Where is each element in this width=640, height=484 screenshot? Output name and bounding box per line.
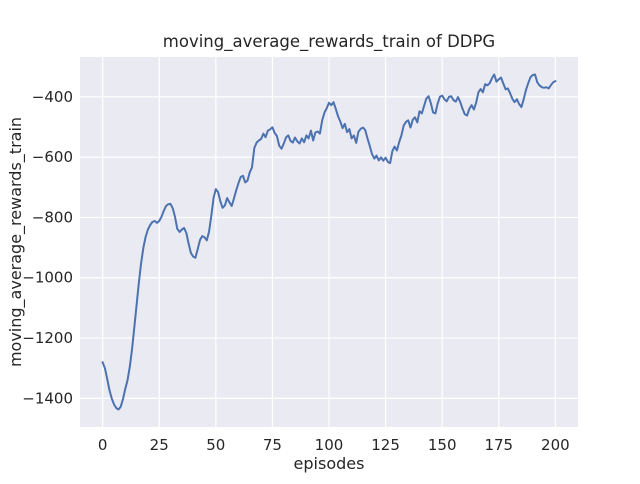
x-tick-label: 125 (371, 436, 400, 454)
x-tick-label: 200 (541, 436, 570, 454)
x-tick-label: 0 (98, 436, 108, 454)
y-tick-label: −1400 (22, 389, 73, 407)
data-series (101, 73, 557, 411)
x-axis-label: episodes (294, 454, 365, 473)
y-tick-label: −1200 (22, 329, 73, 347)
x-tick-label: 150 (428, 436, 457, 454)
data-line (101, 73, 557, 411)
y-tick-label: −600 (32, 148, 73, 166)
y-tick-label: −800 (32, 208, 73, 226)
y-tick-label: −400 (32, 88, 73, 106)
chart-title: moving_average_rewards_train of DDPG (163, 32, 495, 52)
x-tick-label: 25 (150, 436, 169, 454)
gridlines (80, 57, 578, 427)
x-tick-label: 75 (263, 436, 282, 454)
x-axis-tick-labels: 0 25 50 75 100 125 150 175 200 (98, 436, 570, 454)
x-tick-label: 175 (484, 436, 513, 454)
x-tick-label: 50 (206, 436, 225, 454)
y-axis-tick-labels: −400 −600 −800 −1000 −1200 −1400 (22, 88, 73, 408)
x-tick-label: 100 (315, 436, 344, 454)
y-axis-label: moving_average_rewards_train (6, 117, 26, 367)
y-tick-label: −1000 (22, 269, 73, 287)
